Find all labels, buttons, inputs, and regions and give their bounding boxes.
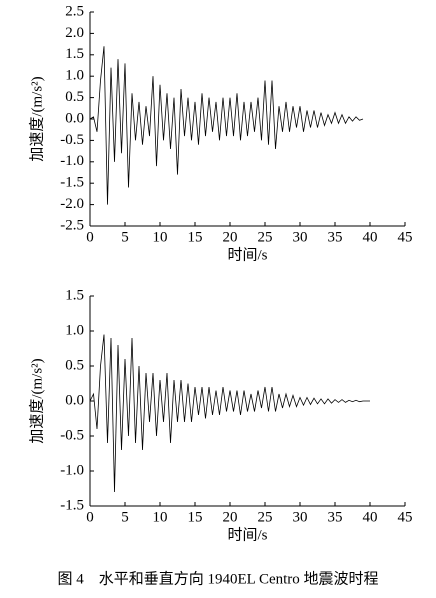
y-tick-label: -1.0 bbox=[60, 153, 84, 169]
y-tick-label: 0.5 bbox=[65, 89, 84, 105]
x-tick-label: 35 bbox=[328, 509, 343, 525]
x-tick-label: 45 bbox=[398, 229, 413, 245]
x-tick-label: 10 bbox=[153, 509, 168, 525]
x-tick-label: 30 bbox=[293, 229, 308, 245]
y-tick-label: 1.0 bbox=[65, 68, 84, 84]
signal-line bbox=[89, 334, 370, 493]
y-tick-label: -1.5 bbox=[60, 497, 84, 513]
x-tick-label: 40 bbox=[363, 509, 378, 525]
x-tick-label: 45 bbox=[398, 509, 413, 525]
x-tick-label: 15 bbox=[188, 229, 203, 245]
y-tick-label: 0.0 bbox=[65, 110, 84, 126]
y-tick-label: -2.0 bbox=[60, 196, 84, 212]
x-tick-label: 30 bbox=[293, 509, 308, 525]
x-tick-label: 35 bbox=[328, 229, 343, 245]
signal-line bbox=[89, 46, 364, 205]
x-tick-label: 15 bbox=[188, 509, 203, 525]
y-axis-label: 加速度/(m/s²) bbox=[28, 358, 45, 443]
x-tick-label: 5 bbox=[121, 229, 129, 245]
y-tick-label: -0.5 bbox=[60, 132, 84, 148]
y-tick-label: -1.0 bbox=[60, 462, 84, 478]
y-tick-label: 1.0 bbox=[65, 322, 84, 338]
x-axis-label: 时间/s bbox=[227, 526, 267, 543]
y-tick-label: 0.0 bbox=[65, 392, 84, 408]
y-tick-label: -1.5 bbox=[60, 175, 84, 191]
x-tick-label: 10 bbox=[153, 229, 168, 245]
y-tick-label: 2.0 bbox=[65, 25, 84, 41]
y-tick-label: 2.5 bbox=[65, 3, 84, 19]
x-tick-label: 20 bbox=[223, 229, 238, 245]
x-tick-label: 5 bbox=[121, 509, 129, 525]
caption: 图 4 水平和垂直方向 1940EL Centro 地震波时程 bbox=[57, 570, 378, 587]
y-tick-label: 1.5 bbox=[65, 287, 84, 303]
y-axis-label: 加速度/(m/s²) bbox=[28, 76, 45, 161]
x-tick-label: 40 bbox=[363, 229, 378, 245]
y-tick-label: -2.5 bbox=[60, 217, 84, 233]
x-tick-label: 0 bbox=[86, 229, 94, 245]
x-tick-label: 20 bbox=[223, 509, 238, 525]
x-tick-label: 25 bbox=[258, 509, 273, 525]
y-tick-label: -0.5 bbox=[60, 427, 84, 443]
x-tick-label: 0 bbox=[86, 509, 94, 525]
x-axis-label: 时间/s bbox=[227, 246, 267, 263]
x-tick-label: 25 bbox=[258, 229, 273, 245]
y-tick-label: 1.5 bbox=[65, 46, 84, 62]
y-tick-label: 0.5 bbox=[65, 357, 84, 373]
